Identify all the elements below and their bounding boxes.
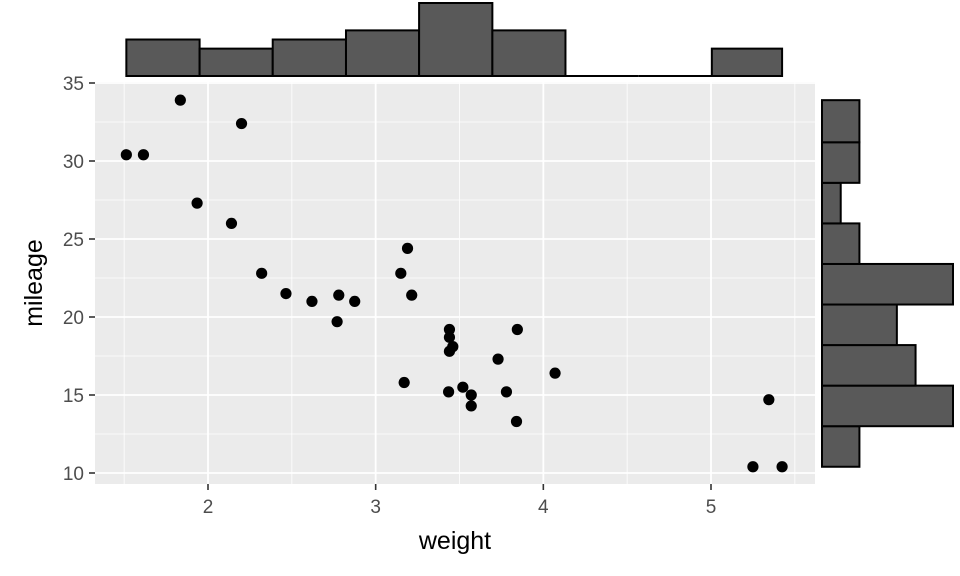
data-point	[763, 394, 775, 406]
data-point	[174, 94, 186, 106]
right-histogram-bar	[821, 303, 898, 347]
data-point	[120, 149, 132, 161]
y-tick-label: 35	[63, 74, 84, 95]
top-histogram-bar	[125, 38, 201, 77]
data-point	[511, 323, 523, 336]
data-point	[443, 323, 456, 336]
top-histogram-bar	[271, 38, 347, 77]
y-axis: 10 15 20 25 30 35	[63, 74, 95, 485]
data-point	[137, 149, 150, 161]
right-histogram-bar	[821, 99, 861, 144]
data-point	[492, 353, 504, 365]
top-histogram-bar	[491, 29, 567, 77]
data-point	[447, 341, 459, 353]
x-axis-title: weight	[418, 527, 491, 555]
data-point	[457, 381, 469, 393]
x-tick-label: 2	[203, 497, 214, 518]
plot-panel	[95, 82, 815, 484]
data-point	[349, 295, 361, 307]
data-point	[191, 197, 203, 209]
right-histogram	[821, 99, 954, 468]
y-tick-label: 20	[63, 308, 84, 329]
right-histogram-bar	[821, 344, 917, 387]
top-histogram-bar	[710, 47, 784, 77]
x-tick-label: 3	[370, 497, 381, 518]
data-point	[256, 267, 268, 279]
data-point	[549, 367, 561, 379]
x-tick-label: 5	[706, 497, 717, 518]
data-point	[465, 400, 477, 412]
right-histogram-bar	[821, 141, 861, 184]
y-tick-label: 30	[63, 152, 84, 173]
data-point	[306, 295, 318, 307]
data-point	[500, 386, 513, 398]
top-histogram-bar	[418, 2, 494, 77]
scatter-points	[120, 94, 788, 473]
right-histogram-bar	[821, 181, 842, 225]
data-point	[398, 376, 410, 389]
top-histogram-bar	[198, 47, 274, 77]
data-point	[406, 289, 418, 301]
top-histogram-bar	[344, 29, 421, 77]
data-point	[443, 331, 456, 343]
data-point	[280, 288, 292, 300]
y-tick-label: 15	[63, 386, 84, 407]
x-axis: 2 3 4 5	[203, 484, 717, 518]
y-axis-title: mileage	[20, 239, 48, 327]
grid-major	[95, 82, 815, 484]
data-point	[443, 386, 455, 398]
data-point	[333, 289, 345, 301]
y-tick-label: 10	[63, 464, 84, 485]
grid-minor	[95, 82, 815, 484]
data-point	[395, 267, 407, 279]
right-histogram-bar	[821, 425, 861, 468]
data-point	[510, 415, 523, 428]
data-point	[235, 117, 248, 130]
x-tick-label: 4	[538, 497, 549, 518]
right-histogram-bar	[821, 384, 954, 428]
right-histogram-bar	[821, 222, 861, 265]
data-point	[747, 461, 759, 473]
data-point	[401, 242, 414, 254]
data-point	[331, 316, 343, 328]
data-point	[776, 461, 788, 473]
right-histogram-bar	[821, 262, 954, 306]
data-point	[225, 217, 238, 229]
top-histogram	[125, 2, 784, 77]
y-tick-label: 25	[63, 230, 84, 251]
data-point	[465, 389, 477, 401]
